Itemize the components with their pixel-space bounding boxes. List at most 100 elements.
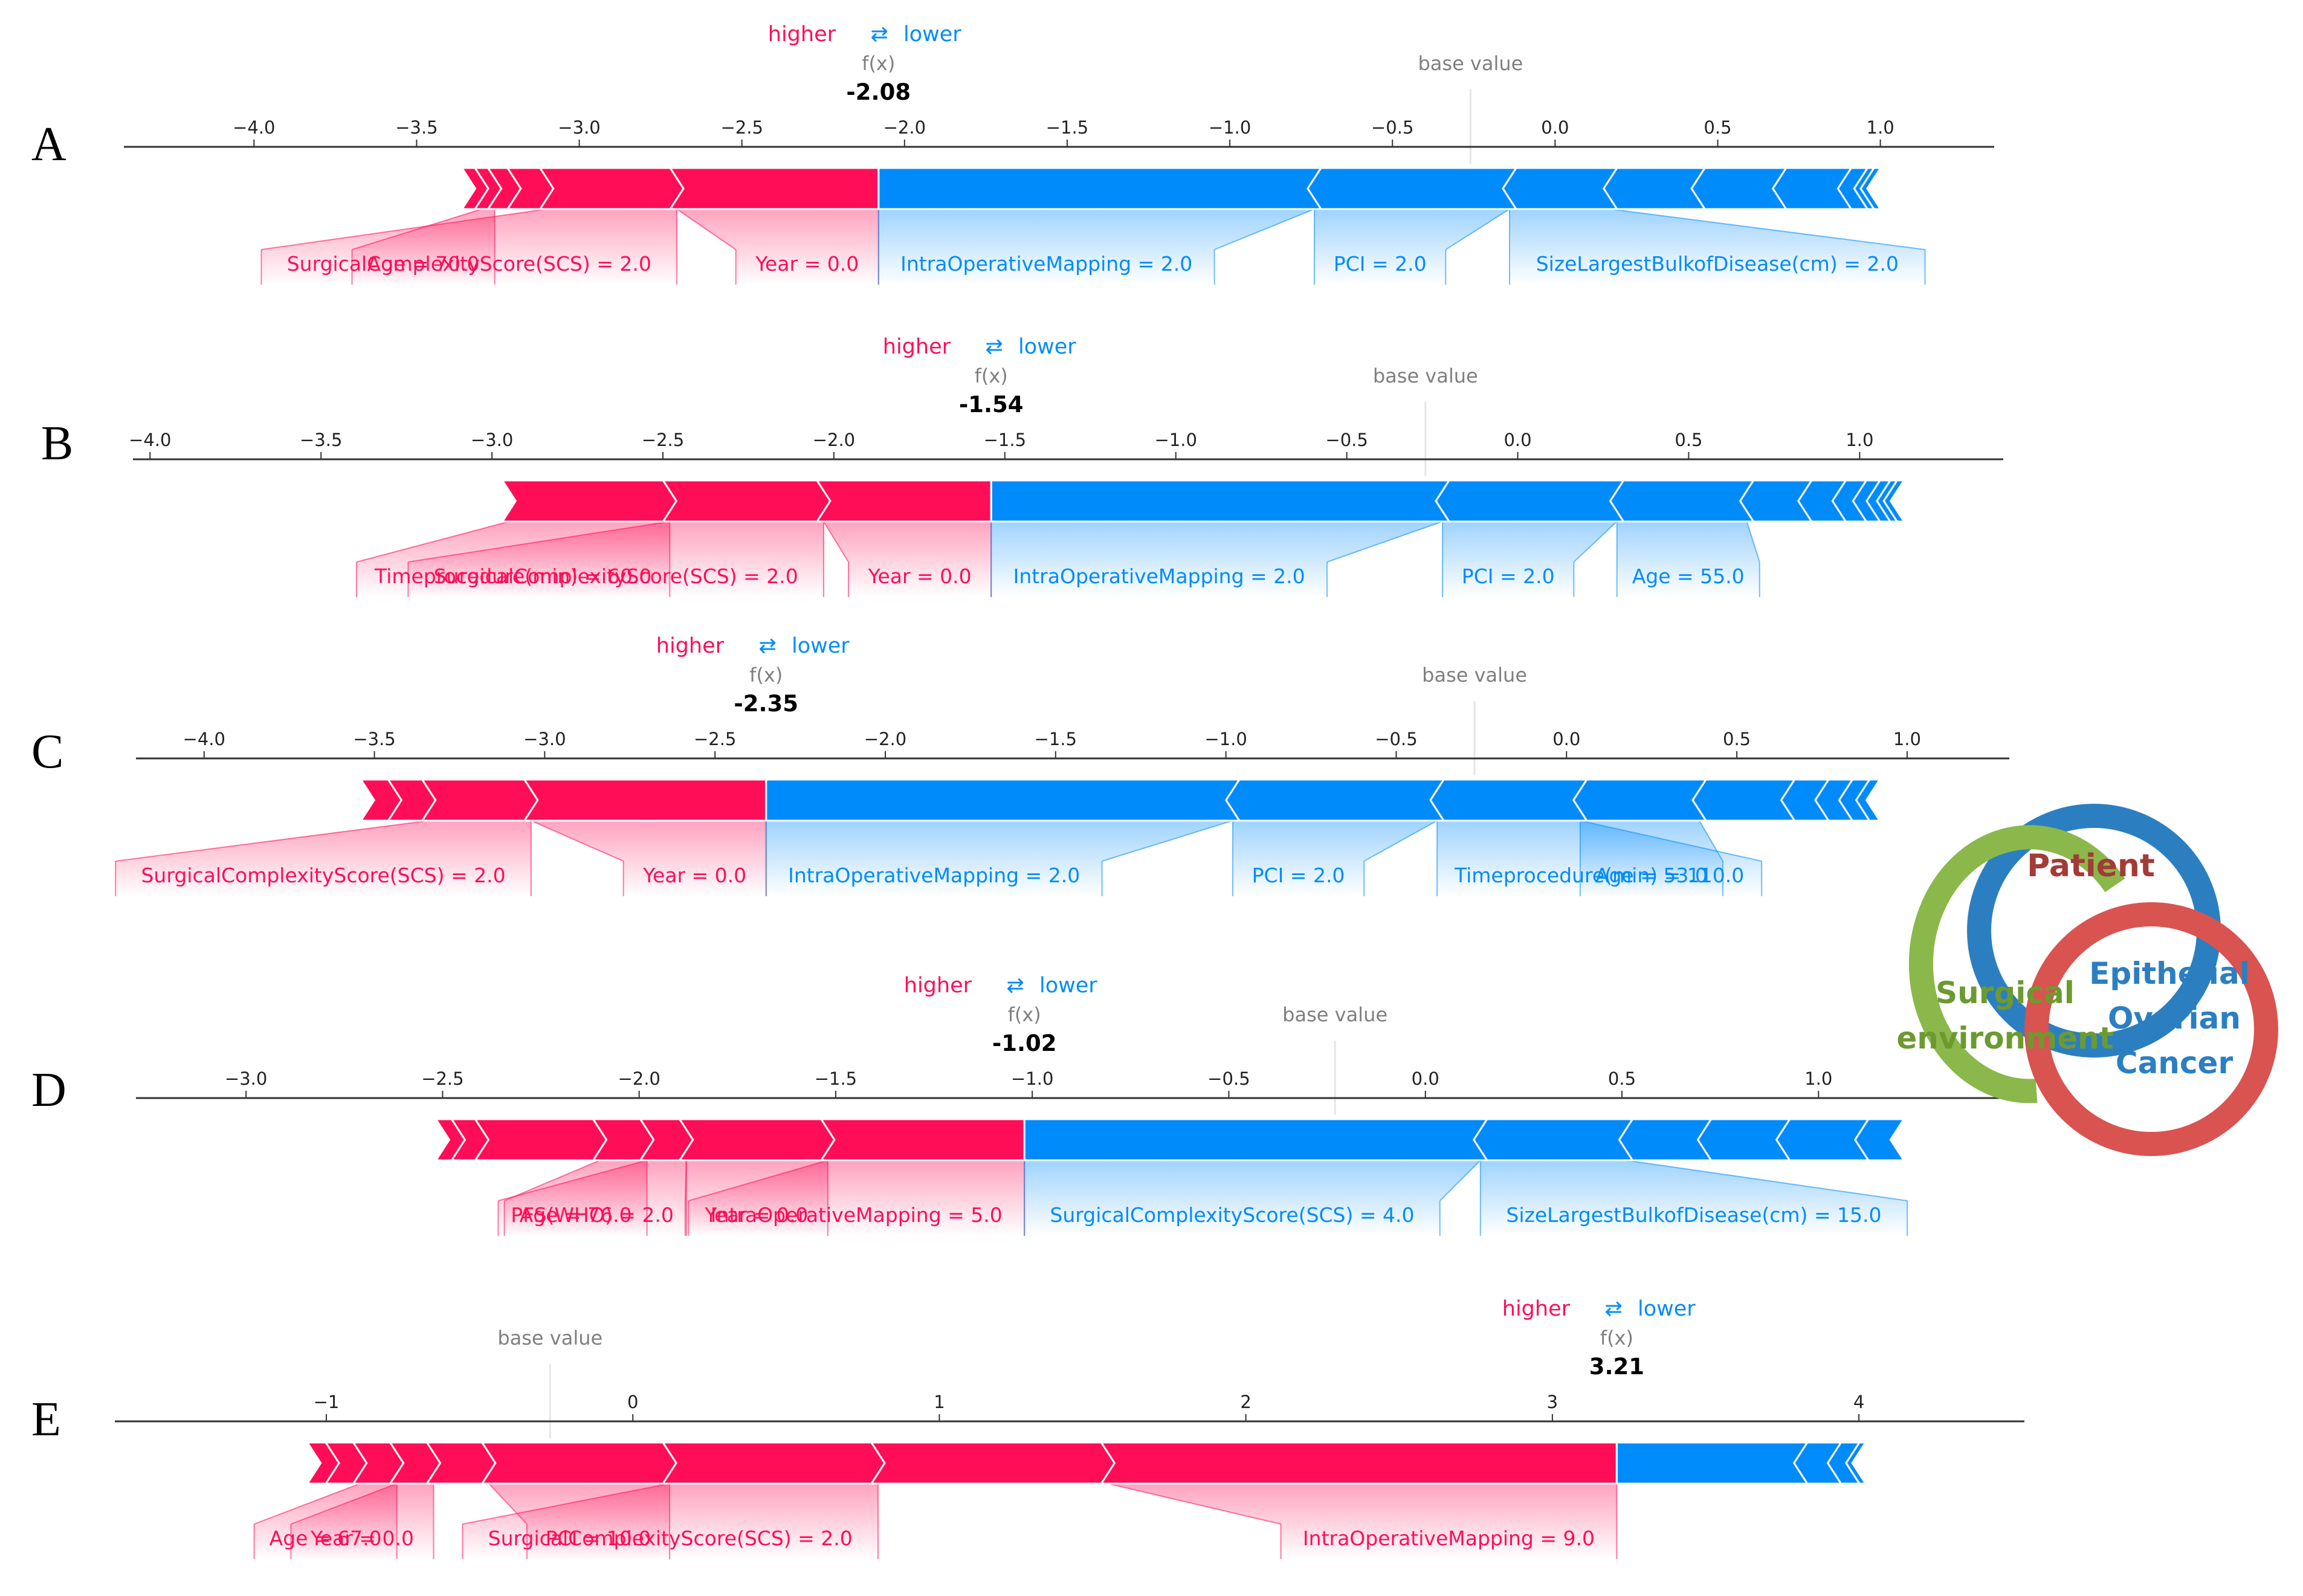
x-tick-label: −4.0 — [233, 117, 275, 138]
shap-bar-negative — [877, 167, 1323, 210]
feature-label: IntraOperativeMapping = 2.0 — [1013, 564, 1305, 588]
legend-lower: lower — [1039, 974, 1097, 998]
base-value-label: base value — [1422, 664, 1527, 687]
feature-fan-edge — [261, 208, 547, 250]
base-value-label: base value — [497, 1326, 602, 1349]
shap-bar-positive — [473, 1118, 608, 1161]
shap-bar-negative — [1502, 167, 1619, 210]
shap-bar-positive — [815, 479, 992, 523]
x-tick-label: −3.0 — [225, 1068, 267, 1089]
venn-label-patient: Patient — [2027, 848, 2155, 884]
fx-label: f(x) — [862, 52, 895, 75]
fx-value: -2.35 — [734, 691, 798, 717]
feature-label: Age = 53.0 — [1595, 864, 1708, 887]
legend-arrows-icon: ⇄ — [758, 634, 776, 658]
legend-arrows-icon: ⇄ — [1604, 1297, 1622, 1321]
shap-bar-negative — [1855, 778, 1882, 822]
feature-fan — [1480, 1160, 1908, 1236]
x-tick-label: −0.5 — [1325, 430, 1368, 450]
feature-fan — [115, 821, 531, 896]
venn-label-cancer-line2: Ovarian — [2108, 1001, 2241, 1036]
x-tick-label: −3.0 — [523, 729, 566, 749]
shap-bar-negative — [1225, 778, 1445, 822]
fx-value: -2.08 — [846, 79, 911, 105]
feature-fan-edge — [1610, 208, 1925, 250]
feature-fan-edge — [115, 820, 429, 862]
panel-letter: E — [31, 1393, 61, 1446]
feature-fan-edge — [408, 521, 670, 563]
shap-bar-positive — [661, 1441, 886, 1485]
panel-letter: B — [41, 417, 73, 470]
feature-label: Year = 0.0 — [310, 1527, 414, 1550]
feature-fan — [291, 1484, 434, 1559]
x-tick-label: 0.5 — [1723, 729, 1751, 749]
feature-label: SurgicalComplexityScore(SCS) = 2.0 — [141, 864, 505, 887]
feature-fan — [1232, 821, 1438, 896]
fx-value: 3.21 — [1589, 1354, 1644, 1380]
feature-fan — [688, 1160, 1025, 1236]
feature-label: SurgicalComplexityScore(SCS) = 2.0 — [488, 1527, 853, 1550]
fx-label: f(x) — [1600, 1326, 1633, 1349]
shap-bar-negative — [1307, 167, 1518, 210]
shap-bar-negative — [765, 778, 1241, 822]
venn-label-cancer-line3: Cancer — [2116, 1045, 2234, 1081]
panel-letter: D — [31, 1064, 66, 1117]
shap-bar-positive — [870, 1441, 1116, 1485]
feature-label: PFS(WHO) = 2.0 — [511, 1203, 674, 1227]
feature-fan-edge — [1699, 820, 1723, 862]
venn-diagram: Patient Surgical environment Epithelial … — [1896, 804, 2278, 1156]
legend-arrows-icon: ⇄ — [985, 335, 1003, 359]
shap-bar-negative — [1854, 1118, 1906, 1161]
shap-bar-positive — [1099, 1441, 1618, 1485]
x-tick-label: −1.5 — [984, 430, 1026, 450]
x-tick-label: 0.0 — [1412, 1068, 1439, 1089]
feature-fan — [1580, 821, 1723, 896]
x-tick-label: −2.5 — [694, 729, 736, 749]
feature-fan — [498, 1160, 686, 1236]
feature-fan-edge — [1626, 1160, 1908, 1201]
shap-bar-negative — [1609, 479, 1756, 523]
feature-fan — [1314, 209, 1510, 285]
feature-fan — [991, 522, 1443, 597]
x-tick-label: 3 — [1547, 1392, 1558, 1412]
feature-fan-edge — [1746, 521, 1760, 563]
feature-fan-edge — [356, 521, 509, 563]
shap-bar-positive — [523, 778, 767, 822]
feature-fan-edge — [684, 1160, 687, 1201]
feature-fan — [1509, 209, 1925, 285]
x-tick-label: −2.0 — [813, 430, 855, 450]
legend-higher: higher — [904, 974, 972, 998]
legend-lower: lower — [1018, 335, 1076, 359]
feature-fan-edge — [462, 1483, 670, 1525]
legend-arrows-icon: ⇄ — [1006, 974, 1024, 998]
feature-fan-edge — [1363, 820, 1438, 862]
feature-fan-edge — [1108, 1483, 1281, 1525]
x-tick-label: −3.5 — [353, 729, 395, 749]
x-tick-label: −2.0 — [883, 117, 926, 138]
legend-lower: lower — [792, 634, 850, 658]
feature-fan-edge — [498, 1160, 647, 1201]
x-tick-label: 1.0 — [1846, 430, 1873, 450]
feature-label: PCI = 2.0 — [1462, 564, 1555, 588]
shap-bar-positive — [480, 1441, 677, 1485]
shap-bar-positive — [819, 1118, 1026, 1161]
x-tick-label: 4 — [1853, 1392, 1864, 1412]
feature-fan-edge — [531, 820, 624, 862]
x-tick-label: 0.5 — [1675, 430, 1702, 450]
feature-fan — [261, 209, 677, 285]
feature-fan-edge — [1102, 820, 1233, 862]
shap-bar-negative — [1845, 1441, 1867, 1485]
x-tick-label: −2.5 — [642, 430, 684, 450]
feature-label: IntraOperativeMapping = 5.0 — [711, 1203, 1003, 1227]
feature-fan-edge — [504, 1160, 601, 1201]
x-tick-label: −2.5 — [421, 1068, 464, 1089]
feature-fan — [677, 209, 879, 285]
x-tick-label: −1.5 — [1035, 729, 1077, 749]
x-tick-label: −4.0 — [129, 430, 171, 450]
shap-bar-negative — [1882, 479, 1906, 523]
venn-label-surgical-line1: Surgical — [1936, 975, 2075, 1010]
shap-bar-negative — [1859, 167, 1882, 210]
shap-bar-positive — [677, 1118, 836, 1161]
